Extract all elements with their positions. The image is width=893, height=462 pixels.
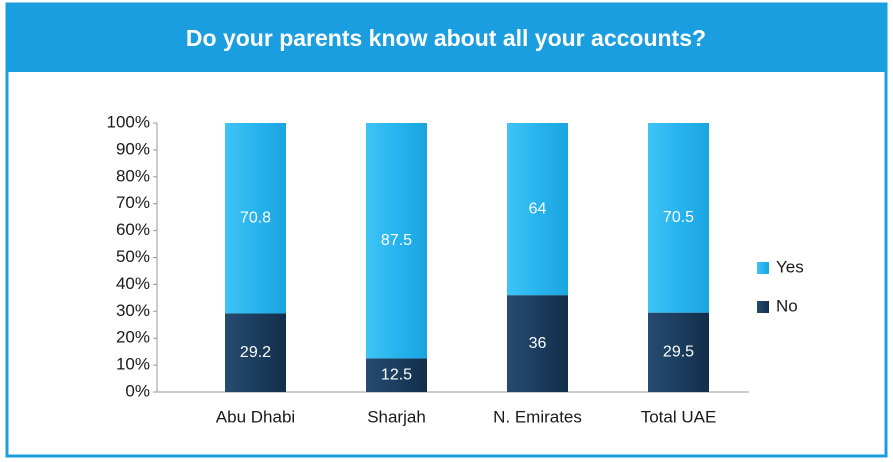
y-tick-label: 40%: [116, 274, 150, 293]
bar-segment: [648, 312, 709, 392]
y-tick-label: 30%: [116, 301, 150, 320]
y-tick-label: 80%: [116, 166, 150, 185]
legend-label: Yes: [776, 257, 804, 276]
y-tick-label: 100%: [107, 112, 150, 131]
header: [7, 4, 886, 72]
value-label: 70.8: [240, 209, 271, 226]
bar-segment: [507, 295, 568, 392]
legend-label: No: [776, 296, 798, 315]
x-tick-label: Abu Dhabi: [216, 407, 295, 426]
bar-segment: [366, 358, 427, 392]
x-tick-label: Total UAE: [641, 407, 717, 426]
value-label: 29.2: [240, 344, 271, 361]
x-tick-label: Sharjah: [367, 407, 426, 426]
y-tick-label: 70%: [116, 193, 150, 212]
value-label: 87.5: [381, 232, 412, 249]
bar-segment: [225, 313, 286, 392]
y-tick-label: 90%: [116, 139, 150, 158]
value-label: 29.5: [663, 344, 694, 361]
x-tick-label: N. Emirates: [493, 407, 582, 426]
y-tick-label: 60%: [116, 220, 150, 239]
y-tick-label: 50%: [116, 247, 150, 266]
y-tick-label: 20%: [116, 328, 150, 347]
value-label: 70.5: [663, 209, 694, 226]
legend-swatch: [757, 301, 769, 313]
value-label: 12.5: [381, 366, 412, 383]
bar-segment: [366, 123, 427, 359]
bar-segment: [507, 123, 568, 296]
chart-title: Do your parents know about all your acco…: [186, 25, 706, 51]
value-label: 64: [529, 200, 547, 217]
bar-segment: [225, 123, 286, 314]
bar-segment: [648, 123, 709, 313]
y-tick-label: 10%: [116, 355, 150, 374]
value-label: 36: [529, 335, 547, 352]
legend-swatch: [757, 262, 769, 274]
y-tick-label: 0%: [125, 381, 150, 400]
